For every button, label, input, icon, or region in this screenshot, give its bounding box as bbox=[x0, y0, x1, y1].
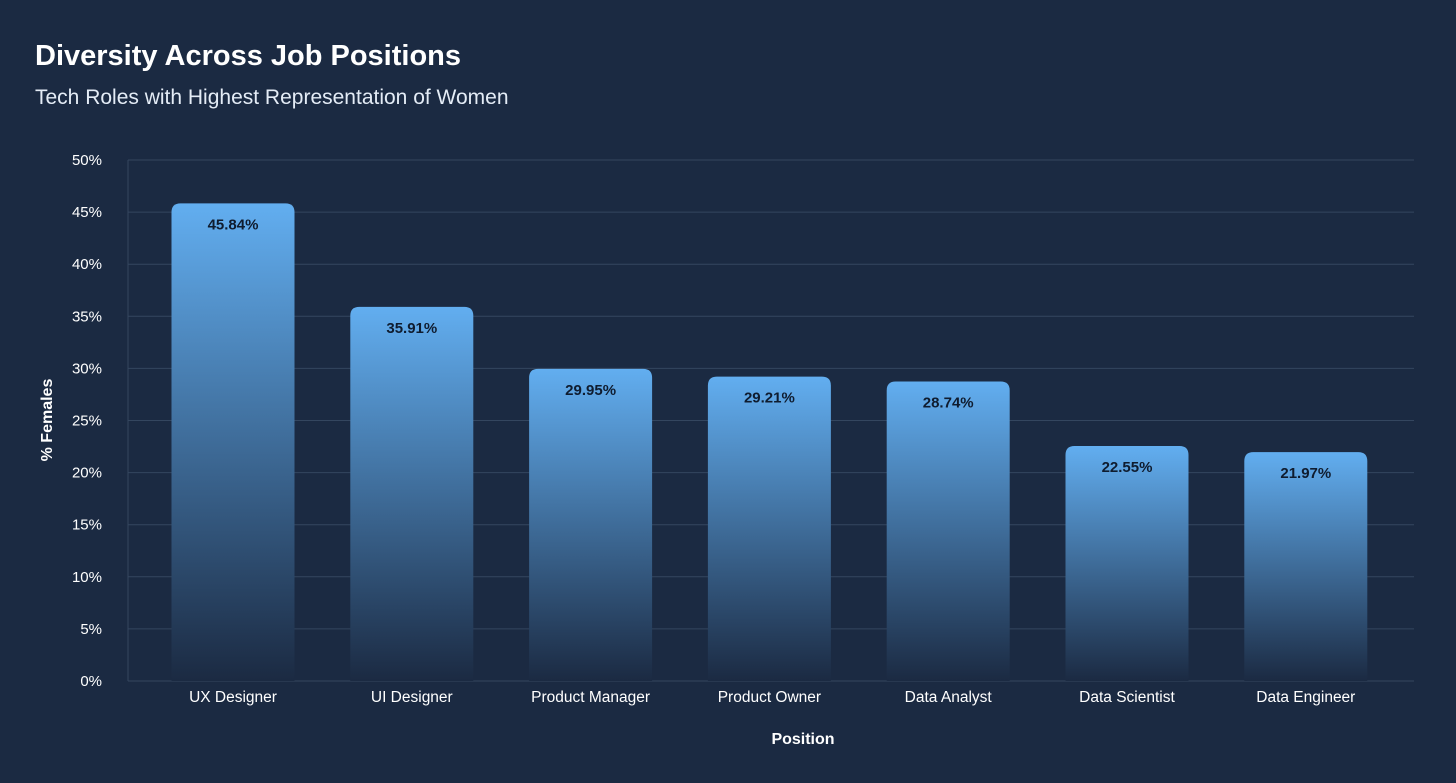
bar bbox=[1065, 446, 1189, 681]
x-axis-title: Position bbox=[771, 731, 834, 748]
bar-value-label: 28.74% bbox=[923, 395, 974, 412]
y-tick-label: 45% bbox=[72, 204, 102, 221]
y-tick-label: 25% bbox=[72, 413, 102, 430]
x-category-label: UI Designer bbox=[371, 689, 453, 706]
y-tick-label: 15% bbox=[72, 517, 102, 534]
y-tick-label: 20% bbox=[72, 465, 102, 482]
bar-value-label: 45.84% bbox=[208, 216, 259, 233]
bar bbox=[886, 381, 1010, 681]
x-category-label: UX Designer bbox=[189, 689, 277, 706]
bar-value-label: 21.97% bbox=[1280, 465, 1331, 482]
y-tick-label: 0% bbox=[80, 673, 102, 690]
y-tick-label: 10% bbox=[72, 569, 102, 586]
bars: 45.84% 35.91% 29.95% 29.21% 28.74% 22.55% 21.9… bbox=[171, 203, 1368, 681]
y-tick-label: 30% bbox=[72, 360, 102, 377]
x-category-label: Product Owner bbox=[718, 689, 821, 706]
y-tick-label: 35% bbox=[72, 308, 102, 325]
bar bbox=[707, 376, 831, 681]
bar-value-label: 29.21% bbox=[744, 390, 795, 407]
y-tick-label: 50% bbox=[72, 152, 102, 169]
y-tick-label: 5% bbox=[80, 621, 102, 638]
bar bbox=[529, 368, 653, 681]
x-category-label: Data Analyst bbox=[905, 689, 993, 706]
bar-value-label: 35.91% bbox=[386, 320, 437, 337]
bar-value-label: 29.95% bbox=[565, 382, 616, 399]
y-tick-label: 40% bbox=[72, 256, 102, 273]
x-category-label: Data Engineer bbox=[1256, 689, 1355, 706]
bar bbox=[350, 306, 474, 681]
chart-title: Diversity Across Job Positions bbox=[35, 40, 462, 72]
x-category-label: Product Manager bbox=[531, 689, 650, 706]
y-axis-title: % Females bbox=[39, 379, 56, 462]
bar bbox=[1244, 452, 1368, 681]
x-axis-categories: UX Designer UI Designer Product Manager Pro… bbox=[189, 689, 1355, 706]
chart-subtitle: Tech Roles with Highest Representation o… bbox=[35, 86, 509, 109]
y-axis-ticks: 0% 5% 10% 15% 20% 25% 30% 35% 40% 45% 50% bbox=[72, 152, 102, 690]
x-category-label: Data Scientist bbox=[1079, 689, 1175, 706]
bar-value-label: 22.55% bbox=[1102, 459, 1153, 476]
bar bbox=[171, 203, 295, 681]
